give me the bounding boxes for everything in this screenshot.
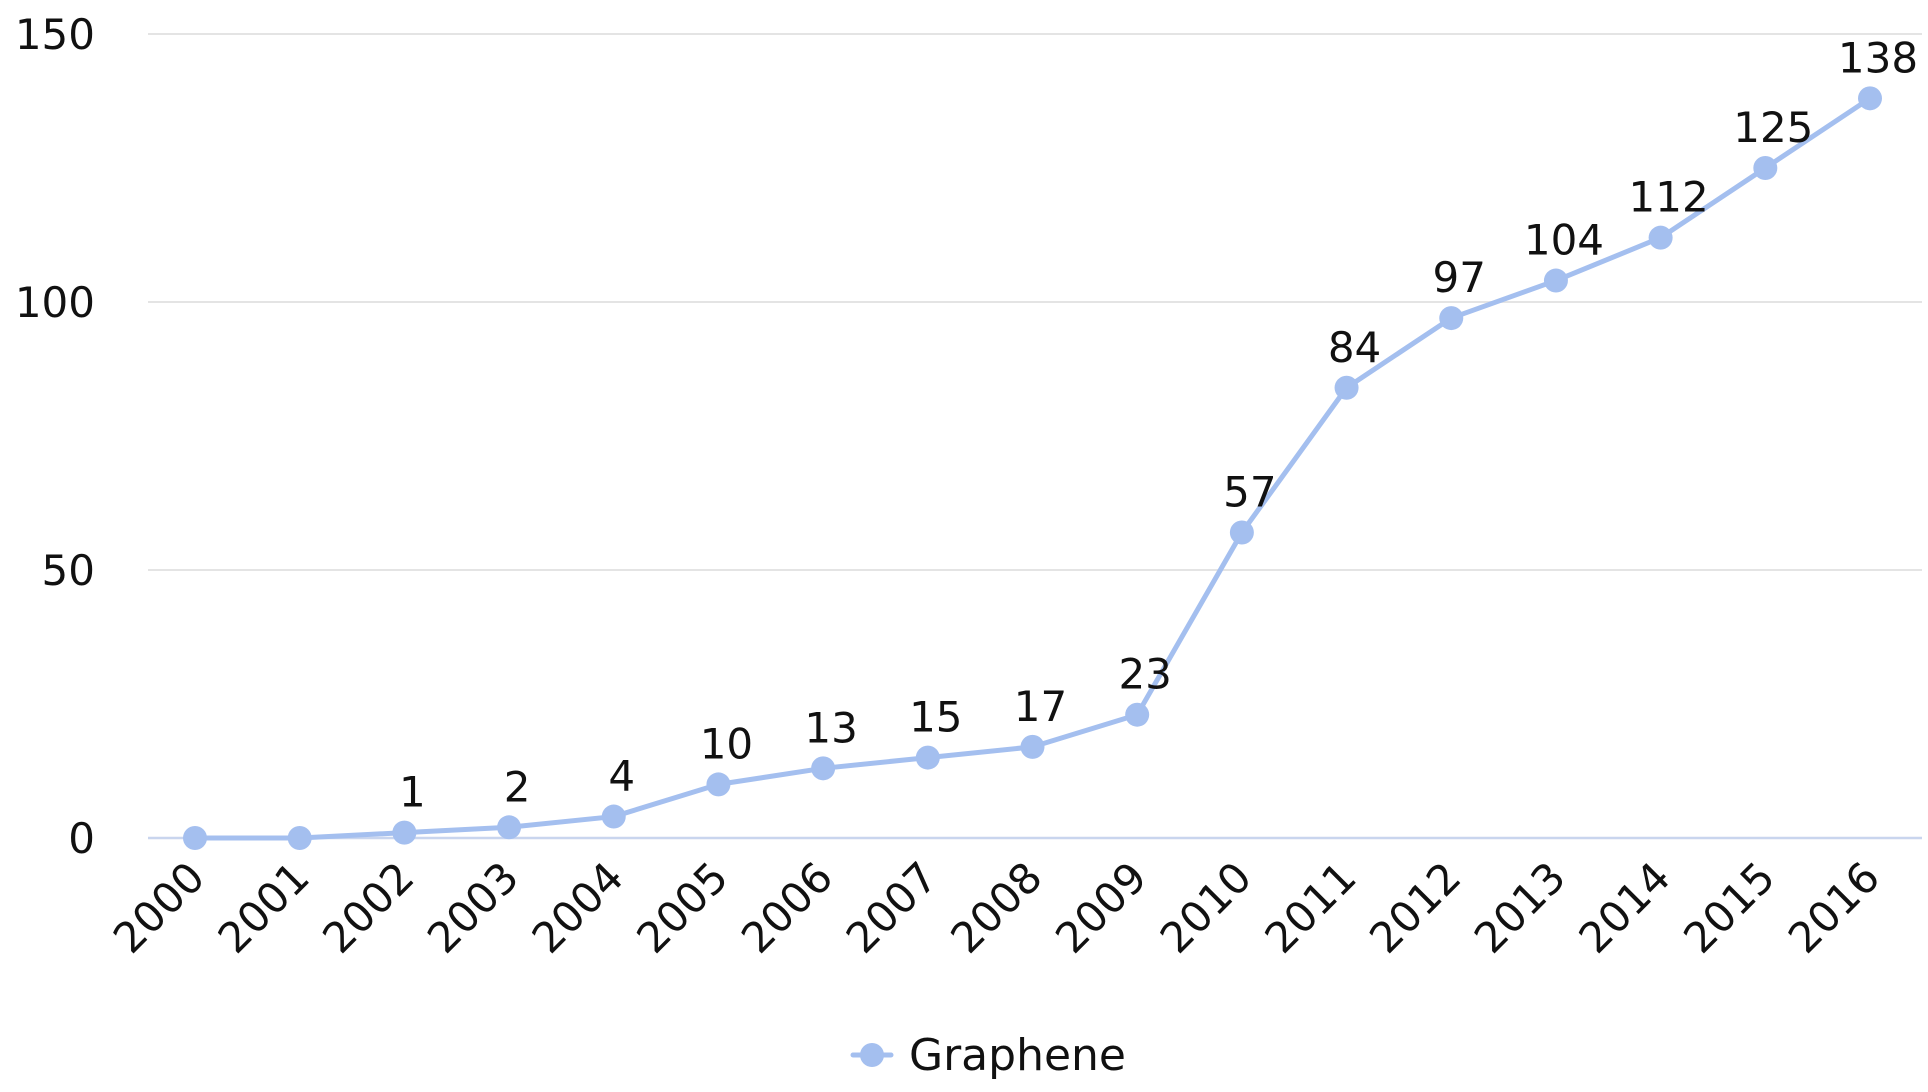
x-tick-label: 2013: [1465, 852, 1575, 962]
data-label: 104: [1524, 216, 1604, 265]
x-tick-label: 2009: [1046, 852, 1156, 962]
data-point[interactable]: [497, 815, 522, 840]
series-graphene: [183, 86, 1882, 850]
data-point[interactable]: [1334, 375, 1359, 400]
data-label: 15: [909, 693, 962, 742]
x-tick-label: 2005: [627, 852, 737, 962]
data-label: 4: [608, 752, 635, 801]
data-label: 17: [1014, 682, 1067, 731]
data-point[interactable]: [392, 820, 417, 845]
data-point[interactable]: [1020, 734, 1045, 759]
x-tick-label: 2015: [1674, 852, 1784, 962]
data-point[interactable]: [1753, 156, 1778, 180]
x-tick-label: 2014: [1569, 852, 1679, 962]
data-point[interactable]: [1648, 225, 1673, 250]
data-point[interactable]: [287, 826, 312, 850]
data-point[interactable]: [183, 826, 207, 850]
data-label: 13: [804, 703, 857, 752]
data-label: 125: [1733, 103, 1813, 152]
data-label: 84: [1328, 323, 1381, 372]
x-tick-label: 2007: [837, 852, 947, 962]
data-point[interactable]: [706, 772, 731, 797]
y-tick-label: 0: [68, 814, 95, 863]
x-tick-label: 2016: [1779, 852, 1889, 962]
x-tick-label: 2006: [732, 852, 842, 962]
x-tick-label: 2004: [523, 852, 633, 962]
x-axis-tick-labels: 2000200120022003200420052006200720082009…: [104, 852, 1889, 962]
data-label: 112: [1629, 173, 1709, 222]
y-tick-label: 100: [15, 278, 95, 327]
data-label: 138: [1838, 33, 1918, 82]
data-label: 2: [504, 762, 531, 811]
y-tick-label: 150: [15, 10, 95, 59]
legend-marker-icon: [860, 1043, 884, 1067]
x-tick-label: 2008: [941, 852, 1051, 962]
x-tick-label: 2012: [1360, 852, 1470, 962]
data-point[interactable]: [811, 756, 836, 781]
x-tick-label: 2010: [1151, 852, 1261, 962]
data-label: 57: [1223, 467, 1276, 516]
data-label: 10: [700, 719, 753, 768]
data-point[interactable]: [601, 804, 626, 829]
x-tick-label: 2001: [209, 852, 319, 962]
data-point[interactable]: [915, 745, 940, 770]
data-label: 97: [1433, 253, 1486, 302]
y-tick-label: 50: [42, 546, 95, 595]
legend[interactable]: Graphene: [850, 1030, 1126, 1081]
data-label: 23: [1118, 650, 1171, 699]
x-tick-label: 2003: [418, 852, 528, 962]
data-labels: 1 2 4 10 13 15 17 23 57 84 97 104 112 125 138: [399, 33, 1918, 816]
data-point[interactable]: [1125, 702, 1150, 727]
data-point[interactable]: [1439, 306, 1464, 331]
data-point[interactable]: [1858, 86, 1882, 111]
legend-label-graphene: Graphene: [909, 1030, 1126, 1081]
gridlines: [148, 33, 1922, 840]
y-axis-tick-labels: 0 50 100 150: [15, 10, 95, 863]
x-tick-label: 2011: [1255, 852, 1365, 962]
data-point[interactable]: [1229, 520, 1254, 545]
x-tick-label: 2002: [313, 852, 423, 962]
x-tick-label: 2000: [104, 852, 214, 962]
data-label: 1: [399, 768, 426, 817]
data-point[interactable]: [1543, 268, 1568, 293]
